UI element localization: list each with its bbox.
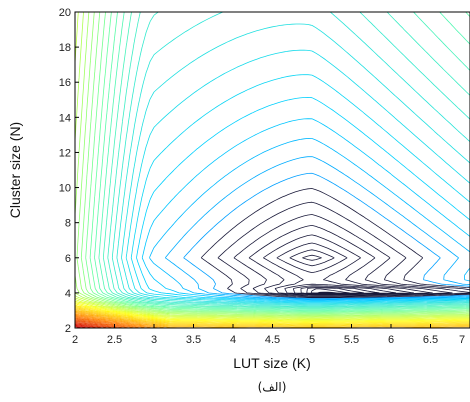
contour-line-5 [289, 249, 397, 295]
plot-background [75, 12, 470, 328]
contour-line-45 [74, 312, 167, 329]
contour-line-20 [116, 11, 470, 306]
contour-line-58 [74, 324, 94, 329]
x-tick-label: 6 [388, 334, 394, 346]
contour-line-30 [74, 11, 470, 316]
contour-lines [74, 11, 470, 329]
x-tick-label: 4.5 [265, 334, 280, 346]
x-tick-label: 3 [151, 334, 157, 346]
contour-line-40 [74, 307, 470, 326]
contour-line-29 [76, 11, 470, 315]
contour-line-18 [125, 49, 470, 304]
contour-line-23 [103, 11, 470, 309]
contour-line-19 [121, 23, 470, 305]
contour-line-46 [74, 313, 160, 329]
y-axis-ticks: 2 4 6 8 10 12 14 16 18 20 [59, 7, 79, 335]
contour-line-11 [200, 188, 470, 299]
contour-line-36 [74, 302, 470, 322]
x-tick-label: 5 [309, 334, 315, 346]
x-tick-label: 5.5 [344, 334, 359, 346]
y-tick-label: 10 [59, 183, 71, 195]
contour-line-16 [136, 97, 470, 303]
contour-line-22 [107, 11, 470, 308]
contour-line-42 [74, 309, 470, 328]
y-tick-label: 16 [59, 77, 71, 89]
contour-line-13 [164, 156, 470, 300]
y-axis-label: Cluster size (N) [7, 122, 23, 218]
x-axis-label: LUT size (K) [233, 355, 311, 371]
contour-line-26 [89, 11, 470, 312]
contour-line-39 [74, 306, 470, 325]
contour-line-15 [141, 118, 470, 302]
contour-line-35 [74, 300, 470, 321]
x-tick-label: 3.5 [186, 334, 201, 346]
contour-line-27 [85, 11, 470, 313]
contour-line-10 [217, 201, 470, 298]
contour-line-9 [233, 214, 470, 297]
y-tick-label: 12 [59, 147, 71, 159]
contour-line-14 [149, 138, 470, 301]
x-tick-label: 4 [230, 334, 236, 346]
x-tick-label: 6.5 [423, 334, 438, 346]
x-axis-ticks: 2 2.5 3 3.5 4 4.5 5 5.5 6 6.5 7 [72, 324, 470, 346]
figure-caption: (الف) [258, 380, 287, 394]
y-tick-label: 14 [59, 112, 71, 124]
y-tick-label: 4 [65, 288, 71, 300]
contour-line-8 [248, 225, 453, 296]
contour-line-12 [183, 172, 470, 299]
y-tick-label: 8 [65, 218, 71, 230]
y-tick-label: 6 [65, 253, 71, 265]
contour-line-7 [263, 234, 433, 296]
contour-line-59 [74, 325, 89, 329]
contour-line-21 [111, 11, 470, 307]
contour-line-32 [74, 11, 470, 318]
y-tick-label: 20 [59, 7, 71, 19]
contour-line-34 [74, 299, 470, 320]
x-tick-label: 2 [72, 334, 78, 346]
contour-line-50 [74, 317, 136, 329]
x-tick-label: 7 [459, 334, 465, 346]
contour-line-57 [74, 323, 99, 329]
contour-line-24 [98, 11, 470, 310]
contour-line-28 [80, 11, 470, 314]
y-tick-label: 2 [65, 323, 71, 335]
contour-line-6 [276, 242, 414, 295]
contour-line-17 [130, 74, 470, 303]
contour-line-25 [94, 11, 470, 311]
contour-line-37 [74, 303, 470, 323]
contour-line-41 [74, 308, 470, 327]
x-tick-label: 2.5 [107, 334, 122, 346]
contour-line-33 [74, 297, 470, 319]
y-tick-label: 18 [59, 42, 71, 54]
contour-line-38 [74, 304, 470, 324]
contour-line-51 [74, 318, 130, 329]
